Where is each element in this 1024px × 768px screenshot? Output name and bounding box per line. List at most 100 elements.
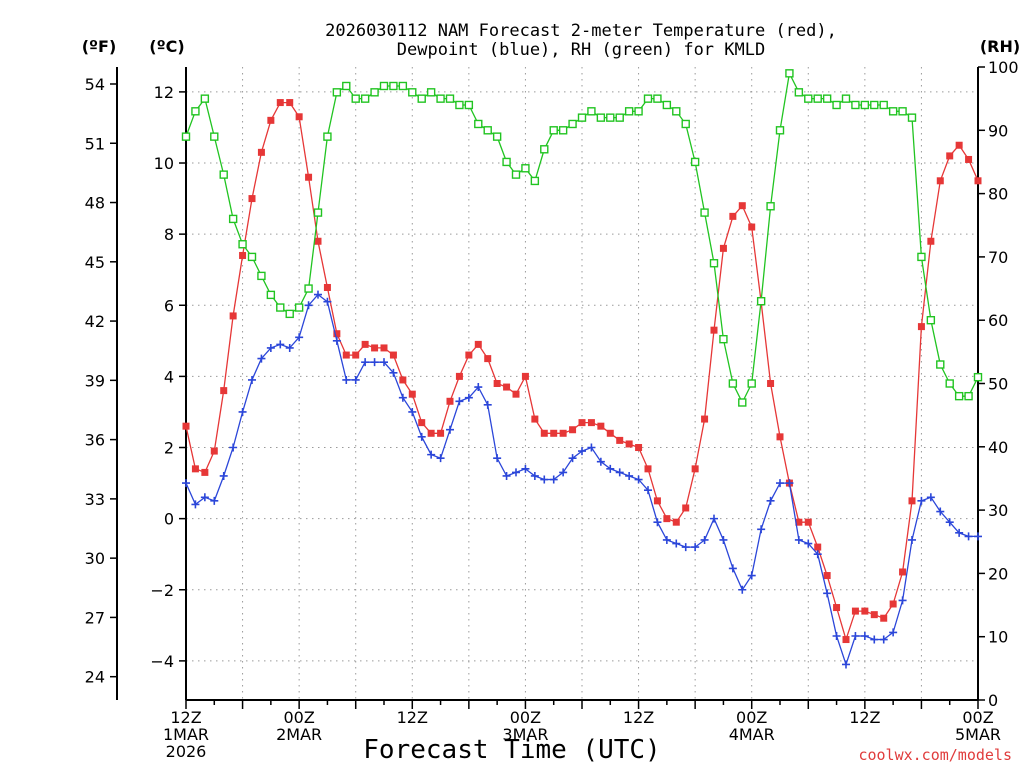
- relative-humidity-point: [304, 284, 313, 293]
- fahrenheit-tick-label: 54: [85, 75, 105, 94]
- relative-humidity-point: [323, 132, 332, 141]
- x-tick-label: 12Z: [170, 708, 201, 727]
- 2-meter-temperature-point: [587, 419, 595, 427]
- dewpoint-point: [955, 528, 964, 537]
- relative-humidity-point: [822, 94, 832, 103]
- 2-meter-temperature-point: [550, 429, 558, 437]
- relative-humidity-point: [502, 157, 511, 167]
- 2-meter-temperature-point: [691, 465, 699, 473]
- relative-humidity-point: [926, 316, 936, 325]
- relative-humidity-point: [351, 94, 360, 103]
- dewpoint-point: [568, 454, 577, 463]
- 2-meter-temperature-point: [833, 604, 841, 612]
- fahrenheit-axis-label: (ºF): [82, 37, 117, 56]
- grid-lines: [186, 67, 978, 700]
- relative-humidity-point: [474, 119, 483, 129]
- relative-humidity-point: [521, 164, 530, 173]
- dewpoint-point: [248, 375, 256, 384]
- dewpoint-point: [370, 358, 379, 367]
- 2-meter-temperature-point: [861, 607, 869, 615]
- dewpoint-point: [823, 589, 832, 598]
- relative-humidity-point: [804, 94, 813, 103]
- dewpoint-point: [860, 631, 869, 640]
- dewpoint-point: [625, 471, 634, 480]
- relative-humidity-point: [276, 303, 285, 312]
- dewpoint-point: [710, 514, 718, 523]
- dewpoint-point: [389, 368, 398, 377]
- relative-humidity-point: [624, 107, 634, 116]
- relative-humidity-point: [634, 107, 643, 116]
- dewpoint-point: [455, 397, 464, 406]
- dewpoint-point: [898, 596, 907, 605]
- relative-humidity-point: [379, 81, 389, 91]
- 2-meter-temperature-point: [559, 429, 567, 437]
- relative-humidity-point: [389, 81, 398, 91]
- relative-humidity-point: [228, 214, 238, 224]
- dewpoint-point: [219, 471, 228, 480]
- dewpoint-point: [483, 400, 492, 409]
- 2-meter-temperature-point: [635, 444, 643, 452]
- dewpoint-point: [634, 475, 643, 484]
- 2-meter-temperature-point: [880, 614, 888, 622]
- relative-humidity-point: [700, 208, 709, 217]
- 2-meter-temperature-point: [257, 148, 265, 156]
- 2-meter-temperature-point: [267, 116, 275, 124]
- 2-meter-temperature-point: [851, 607, 859, 615]
- rh-tick-label: 30: [988, 501, 1008, 520]
- relative-humidity-point: [313, 208, 323, 217]
- dewpoint-point: [521, 464, 530, 473]
- dewpoint-point: [314, 290, 322, 299]
- dewpoint-point: [776, 479, 784, 488]
- relative-humidity-point: [587, 107, 596, 116]
- relative-humidity-point: [492, 132, 502, 141]
- 2-meter-temperature-point: [578, 419, 586, 427]
- relative-humidity-point: [558, 126, 568, 135]
- 2-meter-temperature-point: [795, 518, 803, 526]
- 2-meter-temperature-point: [936, 177, 944, 185]
- 2-meter-temperature-point: [899, 568, 907, 576]
- fahrenheit-tick-label: 45: [85, 253, 105, 272]
- 2-meter-temperature-point: [239, 251, 247, 259]
- dewpoint-point: [276, 340, 285, 349]
- dewpoint-point: [436, 454, 445, 463]
- relative-humidity-point: [417, 94, 426, 103]
- 2-meter-temperature-point: [738, 202, 746, 210]
- dewpoint-point: [464, 393, 473, 402]
- dewpoint-point: [889, 628, 898, 637]
- dewpoint-point: [229, 443, 238, 452]
- 2-meter-temperature-point: [927, 237, 935, 245]
- dewpoint-series: [182, 290, 982, 669]
- relative-humidity-point: [332, 88, 342, 97]
- x-tick-label: 00Z: [736, 708, 767, 727]
- 2-meter-temperature-point: [418, 419, 426, 427]
- dewpoint-point: [691, 543, 700, 552]
- relative-humidity-point: [247, 252, 257, 262]
- relative-humidity-point: [785, 69, 794, 78]
- x-tick-label: 1MAR: [163, 725, 209, 744]
- 2-meter-temperature-point: [305, 173, 313, 181]
- dewpoint-point: [757, 525, 766, 534]
- 2-meter-temperature-point: [465, 351, 473, 359]
- dewpoint-point: [728, 564, 737, 573]
- 2-meter-temperature-point: [352, 351, 360, 359]
- 2-meter-temperature-point: [342, 351, 350, 359]
- relative-humidity-point: [766, 202, 775, 211]
- 2-meter-temperature-series: [182, 99, 982, 644]
- x-tick-label: 2026: [166, 742, 207, 761]
- 2-meter-temperature-point: [220, 387, 228, 395]
- chart-title-line-2: Dewpoint (blue), RH (green) for KMLD: [397, 40, 765, 60]
- 2-meter-temperature-point: [908, 497, 916, 505]
- 2-meter-temperature-point: [333, 330, 341, 338]
- 2-meter-temperature-point: [625, 440, 633, 448]
- relative-humidity-point: [398, 81, 408, 91]
- 2-meter-temperature-point: [767, 380, 775, 387]
- 2-meter-temperature-point: [701, 415, 709, 423]
- relative-humidity-point: [549, 126, 558, 135]
- dewpoint-point: [474, 383, 483, 392]
- celsius-tick-label: 4: [164, 367, 174, 386]
- relative-humidity-point: [200, 94, 210, 103]
- celsius-tick-label: 2: [164, 439, 174, 458]
- dewpoint-point: [662, 535, 671, 544]
- 2-meter-temperature-point: [276, 99, 284, 107]
